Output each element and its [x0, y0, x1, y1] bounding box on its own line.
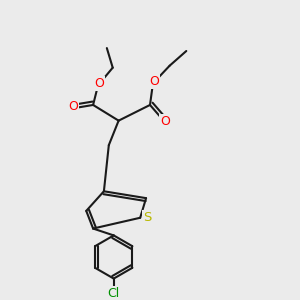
- Text: S: S: [143, 211, 151, 224]
- Text: O: O: [160, 115, 170, 128]
- Text: O: O: [94, 77, 104, 90]
- Text: O: O: [149, 75, 159, 88]
- Text: Cl: Cl: [108, 287, 120, 300]
- Text: O: O: [69, 100, 78, 113]
